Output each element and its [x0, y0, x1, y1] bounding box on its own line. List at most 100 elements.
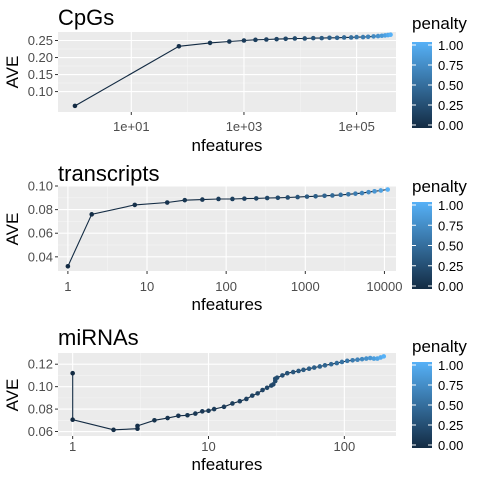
- y-tick-label: 0.25: [28, 33, 53, 48]
- legend-title: penalty: [412, 177, 467, 196]
- legend-label: 0.00: [438, 118, 463, 133]
- chart-title: CpGs: [58, 5, 114, 30]
- y-tick-label: 0.10: [28, 84, 53, 99]
- data-point: [344, 358, 350, 364]
- legend-label: 0.25: [438, 98, 463, 113]
- data-point: [135, 423, 140, 429]
- data-point: [237, 398, 243, 404]
- data-point: [275, 195, 281, 201]
- legend-label: 0.50: [438, 239, 463, 254]
- data-point: [359, 356, 365, 362]
- data-point: [253, 196, 259, 201]
- data-point: [295, 194, 300, 200]
- data-point: [164, 200, 170, 205]
- x-tick-label: 1: [69, 439, 76, 454]
- data-point: [165, 415, 170, 421]
- data-point: [310, 35, 316, 41]
- data-point: [360, 34, 366, 40]
- data-point: [193, 411, 198, 416]
- data-point: [290, 369, 296, 375]
- data-point: [253, 37, 258, 43]
- data-point: [346, 191, 351, 197]
- data-point: [271, 382, 276, 387]
- x-tick-label: 1: [64, 279, 71, 294]
- data-point: [292, 36, 298, 41]
- legend-title: penalty: [412, 337, 467, 356]
- data-point: [302, 36, 308, 41]
- data-point: [72, 103, 78, 109]
- data-point: [304, 194, 310, 199]
- x-tick-label: 1e+01: [113, 119, 150, 134]
- data-point: [363, 356, 369, 361]
- data-point: [365, 34, 371, 40]
- data-point: [230, 401, 235, 406]
- penalty-legend: penalty 1.00 0.75 0.50 0.25 0.00: [412, 14, 467, 133]
- y-axis-title: AVE: [3, 213, 22, 246]
- data-point: [319, 35, 325, 41]
- data-point: [339, 359, 345, 365]
- data-point: [334, 35, 340, 41]
- legend-label: 1.00: [438, 358, 463, 373]
- y-tick-label: 0.06: [28, 424, 53, 439]
- data-point: [206, 408, 211, 414]
- data-point: [311, 365, 317, 370]
- x-axis-title: nfeatures: [192, 295, 263, 314]
- legend-label: 0.75: [438, 58, 463, 73]
- data-point: [207, 40, 213, 46]
- legend-label: 0.50: [438, 78, 463, 93]
- panel-background: [58, 353, 396, 436]
- data-point: [306, 366, 312, 372]
- data-point: [255, 391, 260, 396]
- y-tick-label: 0.10: [28, 179, 53, 194]
- data-point: [372, 189, 377, 194]
- legend-label: 0.00: [438, 438, 463, 453]
- data-point: [317, 364, 323, 369]
- data-point: [264, 385, 270, 391]
- data-point: [348, 35, 354, 40]
- legend-colorbar: [412, 202, 432, 289]
- data-point: [199, 409, 205, 414]
- data-point: [313, 193, 318, 199]
- data-point: [221, 404, 227, 410]
- data-point: [260, 387, 265, 393]
- chart-title: transcripts: [58, 161, 159, 186]
- data-point: [359, 190, 365, 196]
- y-tick-label: 0.15: [28, 67, 53, 82]
- x-axis-title: nfeatures: [192, 136, 263, 155]
- y-tick-label: 0.10: [28, 379, 53, 394]
- data-point: [152, 417, 157, 423]
- legend-label: 0.25: [438, 418, 463, 433]
- panel-background: [58, 32, 396, 112]
- legend-colorbar: [412, 362, 432, 448]
- data-point: [211, 406, 217, 412]
- legend-colorbar: [412, 42, 432, 128]
- chart-title: miRNAs: [58, 325, 139, 350]
- data-point: [371, 356, 377, 361]
- data-point: [185, 412, 190, 418]
- data-point: [244, 396, 249, 402]
- x-axis-title: nfeatures: [192, 455, 263, 474]
- legend-label: 0.25: [438, 259, 463, 274]
- data-point: [249, 393, 255, 398]
- data-point: [264, 37, 269, 42]
- x-tick-label: 100: [333, 439, 355, 454]
- penalty-legend: penalty 1.00 0.75 0.50 0.25 0.00: [412, 337, 467, 453]
- data-point: [182, 197, 188, 203]
- panels: 0.10 0.15 0.20 0.25 1e+01 1e+03 1e+05 CpGs nfeat…: [3, 5, 467, 474]
- data-point: [388, 32, 393, 38]
- data-point: [322, 363, 328, 368]
- x-tick-label: 10000: [366, 279, 402, 294]
- data-point: [367, 355, 373, 361]
- data-point: [301, 367, 306, 373]
- legend-label: 0.75: [438, 378, 463, 393]
- data-point: [355, 357, 360, 363]
- facet-transcripts: 0.04 0.06 0.08 0.10 1 10 100 1000 10000 transcrip…: [3, 161, 467, 314]
- data-point: [176, 413, 181, 419]
- data-point: [227, 39, 232, 44]
- x-tick-label: 10: [140, 279, 154, 294]
- data-point: [274, 36, 279, 42]
- data-point: [378, 188, 384, 193]
- legend-title: penalty: [412, 14, 467, 33]
- data-point: [327, 35, 332, 41]
